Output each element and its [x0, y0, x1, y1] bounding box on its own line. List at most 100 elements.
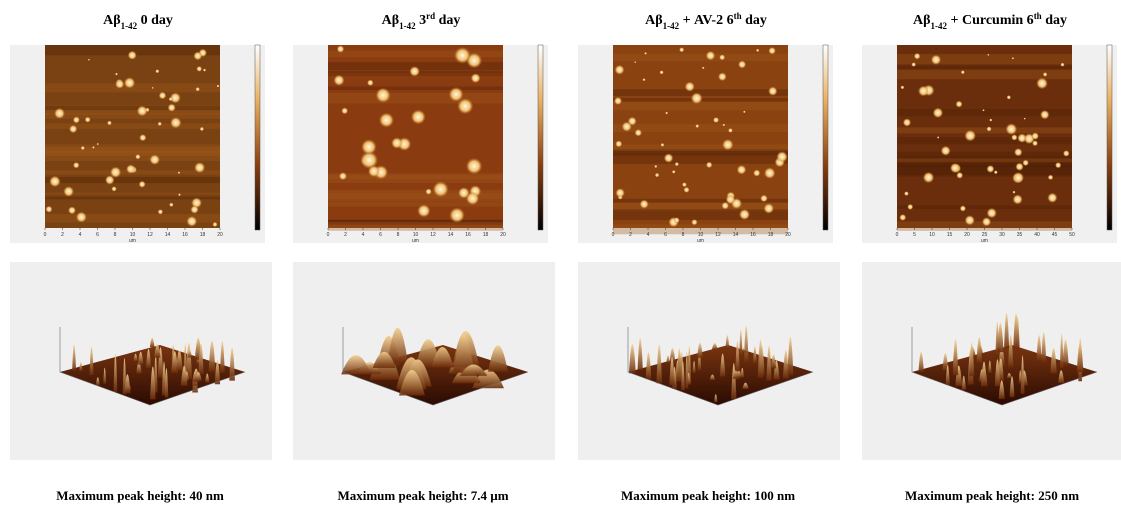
title-part: 1-42 — [663, 21, 680, 31]
particle — [684, 187, 690, 193]
texture-band — [45, 147, 220, 156]
particle — [713, 117, 719, 123]
texture-band — [613, 144, 788, 150]
particle — [376, 88, 391, 103]
particle — [45, 206, 52, 213]
particle — [169, 202, 173, 206]
particle — [178, 193, 181, 196]
particle — [914, 53, 921, 60]
particle — [1012, 191, 1015, 194]
particle — [63, 186, 74, 197]
x-tick-label: 20 — [500, 232, 506, 238]
particle — [159, 92, 167, 100]
particle — [97, 143, 99, 145]
texture-band — [613, 209, 788, 220]
particle — [760, 195, 768, 203]
particle — [466, 192, 480, 206]
particle — [982, 109, 984, 111]
title-part: 1-42 — [399, 21, 416, 31]
title-part: th — [734, 11, 742, 21]
particle — [661, 143, 665, 147]
particle — [1060, 63, 1064, 67]
particle — [987, 208, 997, 218]
particle — [217, 85, 220, 88]
particle — [737, 165, 747, 175]
title-part: Aβ — [645, 13, 663, 28]
x-tick-label: 16 — [182, 232, 188, 238]
particle — [719, 54, 725, 60]
panel-title: Aβ1-42 + AV-2 6th day — [645, 11, 767, 31]
particle — [743, 111, 746, 114]
particle — [642, 78, 645, 81]
particle — [417, 204, 430, 217]
texture-band — [897, 137, 1072, 144]
panel: Aβ1-42 + AV-2 6th day02468101214161820um… — [578, 11, 840, 503]
particle — [409, 66, 420, 77]
x-tick-label: 45 — [1052, 232, 1058, 238]
x-tick-label: 8 — [682, 232, 685, 238]
particle — [987, 54, 989, 56]
particle — [941, 146, 951, 156]
axis-unit: um — [981, 238, 988, 244]
texture-band — [897, 205, 1072, 208]
particle — [139, 134, 146, 141]
x-tick-label: 16 — [465, 232, 471, 238]
particle — [674, 217, 680, 223]
particle — [149, 154, 160, 165]
particle — [937, 136, 939, 138]
texture-band — [613, 54, 788, 62]
particle — [1036, 77, 1048, 89]
particle — [115, 80, 124, 89]
particle — [722, 124, 725, 127]
particle — [425, 188, 431, 194]
particle — [982, 217, 991, 226]
particle — [776, 151, 787, 162]
x-tick-label: 5 — [913, 232, 916, 238]
particle — [186, 216, 197, 227]
colorbar — [823, 45, 828, 230]
x-tick-label: 12 — [430, 232, 436, 238]
particle — [702, 67, 705, 70]
particle — [986, 126, 991, 131]
particle — [128, 51, 137, 60]
x-tick-label: 6 — [96, 232, 99, 238]
particle — [738, 60, 746, 68]
particle — [454, 47, 471, 64]
particle — [196, 66, 202, 72]
texture-band — [328, 86, 503, 89]
particle — [931, 55, 941, 65]
title-part: 1-42 — [121, 21, 138, 31]
particle — [756, 49, 759, 52]
x-tick-label: 14 — [165, 232, 171, 238]
particle — [615, 140, 622, 147]
particle — [391, 137, 403, 149]
x-tick-label: 0 — [327, 232, 330, 238]
particle — [379, 113, 394, 128]
particle — [753, 169, 760, 176]
particle — [54, 108, 65, 119]
particle — [768, 86, 777, 95]
particle — [706, 162, 712, 168]
x-tick-label: 15 — [947, 232, 953, 238]
x-tick-label: 40 — [1034, 232, 1040, 238]
x-tick-label: 4 — [79, 232, 82, 238]
particle — [899, 214, 906, 221]
particle — [69, 125, 77, 133]
panel-title: Aβ1-42 3rd day — [382, 11, 461, 31]
particle — [1031, 132, 1038, 139]
colorbar — [1107, 45, 1112, 230]
particle — [1013, 194, 1023, 204]
particle — [960, 205, 966, 211]
caption: Maximum peak height: 250 nm — [905, 488, 1079, 503]
particle — [665, 112, 668, 115]
x-tick-label: 6 — [664, 232, 667, 238]
particle — [137, 105, 148, 116]
title-part: rd — [426, 11, 435, 21]
particle — [73, 162, 79, 168]
particle — [1013, 172, 1024, 183]
particle — [105, 175, 115, 185]
particle — [904, 191, 909, 196]
particle — [88, 59, 90, 61]
particle — [1014, 148, 1022, 156]
title-part: day — [742, 13, 767, 28]
